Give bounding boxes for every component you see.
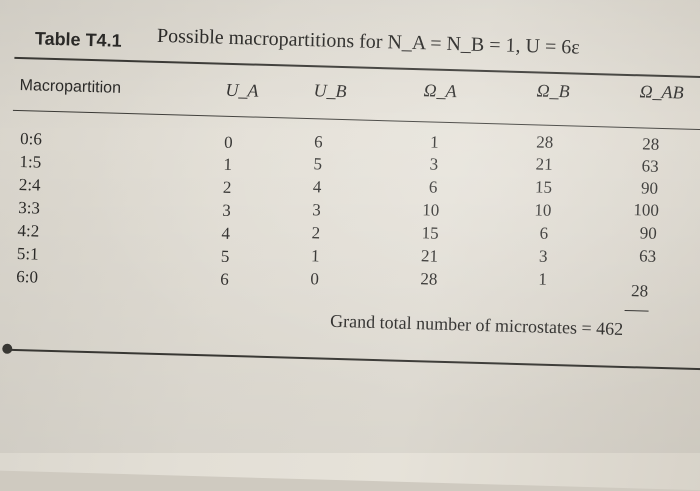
- table-row-ub: 1: [310, 246, 320, 266]
- header-omega-ab: Ω_AB: [639, 81, 684, 103]
- table-row-oa: 28: [420, 269, 438, 289]
- rule-end-dot: [2, 343, 13, 354]
- table-row-ub: 0: [310, 269, 320, 289]
- table-row-oa: 6: [428, 177, 438, 197]
- table-row-ua: 0: [223, 132, 233, 152]
- table-row-macro: 2:4: [18, 175, 41, 195]
- table-top-rule: [14, 56, 700, 79]
- table-row-oa: 3: [429, 154, 439, 174]
- table-row-oab: 28: [630, 281, 649, 301]
- table-row-oa: 15: [421, 223, 439, 243]
- table-row-ub: 6: [313, 132, 323, 152]
- grand-total: Grand total number of microstates = 462: [329, 310, 624, 339]
- header-macropartition: Macropartition: [19, 77, 122, 97]
- table-row-ua: 6: [220, 269, 230, 289]
- table-row-ub: 2: [311, 223, 321, 243]
- table-row-ua: 5: [220, 246, 230, 266]
- table-row-ob: 15: [534, 177, 553, 197]
- table-row-oab: 63: [641, 156, 659, 176]
- table-row-ua: 4: [221, 223, 231, 243]
- table-row-macro: 0:6: [19, 129, 43, 149]
- table-row-ob: 6: [539, 223, 549, 243]
- table-row-ua: 1: [223, 154, 233, 174]
- header-omega-b: Ω_B: [536, 80, 570, 102]
- table-row-oa: 10: [422, 200, 440, 220]
- table-bottom-rule: [6, 348, 700, 370]
- table-caption: Possible macropartitions for N_A = N_B =…: [156, 24, 580, 59]
- table-header-rule: [12, 109, 700, 131]
- table-row-ob: 3: [538, 246, 548, 266]
- table-row-ua: 3: [221, 200, 231, 220]
- sum-underline: [624, 309, 649, 312]
- table-row-oab: 90: [640, 178, 659, 198]
- table-row-ob: 28: [535, 132, 554, 152]
- table-row-ob: 10: [534, 200, 552, 220]
- table-row-macro: 4:2: [17, 221, 40, 241]
- table-row-macro: 6:0: [16, 266, 39, 287]
- table-row-macro: 1:5: [19, 152, 42, 172]
- table-row-ub: 3: [312, 200, 322, 220]
- table-row-macro: 5:1: [16, 243, 39, 264]
- table-row-oab: 100: [633, 200, 660, 220]
- header-ub: U_B: [313, 80, 347, 102]
- table-row-ub: 5: [313, 154, 323, 174]
- table-row-ob: 21: [535, 154, 553, 174]
- table-row-oa: 21: [420, 246, 439, 266]
- table-row-ua: 2: [222, 177, 232, 197]
- table-row-oab: 28: [641, 134, 660, 154]
- header-ua: U_A: [225, 79, 259, 101]
- table-row-macro: 3:3: [17, 198, 41, 218]
- table-row-oab: 90: [639, 223, 658, 243]
- table-row-oab: 63: [638, 246, 657, 266]
- table-row-ob: 1: [538, 269, 548, 289]
- table-row-oa: 1: [429, 132, 439, 152]
- table-row-ub: 4: [312, 177, 322, 197]
- table-label: Table T4.1: [34, 28, 122, 51]
- header-omega-a: Ω_A: [423, 80, 457, 102]
